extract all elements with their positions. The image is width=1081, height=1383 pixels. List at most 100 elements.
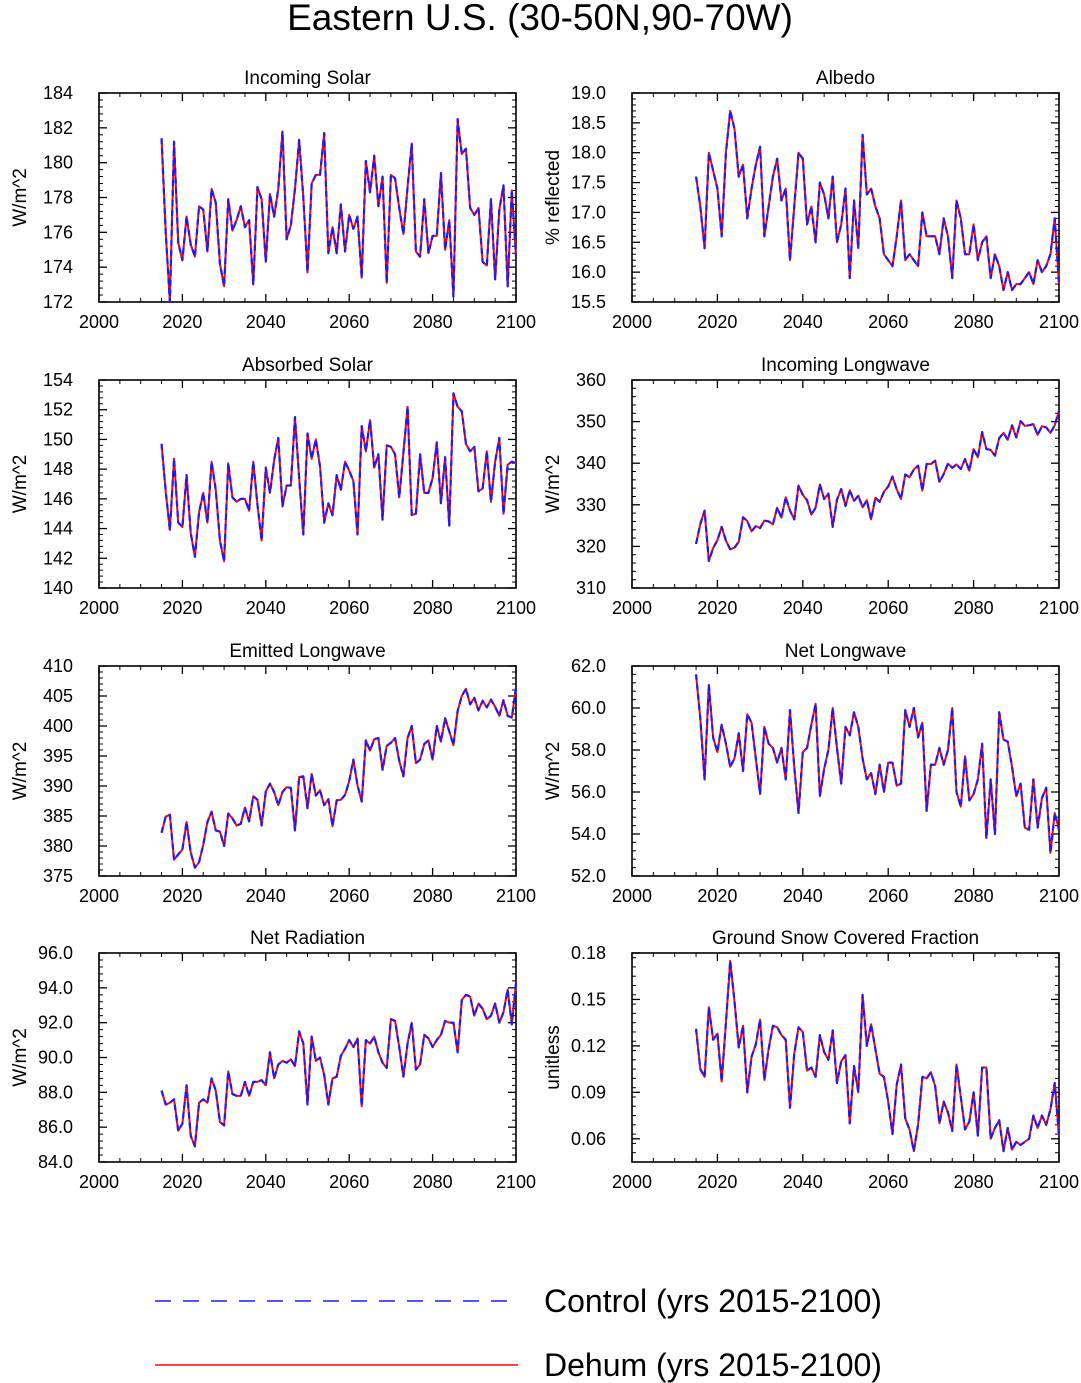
y-tick-label: 390 [43,776,73,796]
y-tick-label: 380 [43,836,73,856]
control-series-line [160,687,518,869]
y-tick-label: 17.0 [571,202,606,222]
y-tick-label: 385 [43,806,73,826]
y-axis-label: W/m^2 [543,455,564,514]
y-tick-label: 395 [43,746,73,766]
y-tick-label: 15.5 [571,292,606,312]
x-tick-label: 2040 [783,886,823,906]
plot-frame [631,665,1060,877]
y-tick-label: 350 [576,412,606,432]
y-axis-label: W/m^2 [10,455,31,514]
x-tick-label: 2000 [612,1172,652,1192]
x-tick-label: 2020 [697,1172,737,1192]
y-tick-label: 54.0 [571,824,606,844]
plot-frame [98,665,517,877]
y-tick-label: 0.15 [571,989,606,1009]
x-tick-label: 2040 [246,886,286,906]
y-tick-label: 178 [43,188,73,208]
dehum-series-line [160,118,517,303]
x-tick-label: 2080 [413,312,453,332]
y-axis-label: W/m^2 [10,742,31,801]
y-tick-label: 340 [576,453,606,473]
chart-panel-6: Net Longwave W/m^2 2000 2020 2040 2060 2080 210… [543,641,1079,906]
chart-title: Net Longwave [785,641,906,662]
x-tick-label: 2080 [954,312,994,332]
y-tick-label: 86.0 [38,1117,73,1137]
y-tick-label: 152 [43,400,73,420]
figure-title: Eastern U.S. (30-50N,90-70W) [287,0,793,38]
y-tick-label: 52.0 [571,866,606,886]
y-tick-label: 360 [576,370,606,390]
y-axis-label: % reflected [543,150,564,245]
x-tick-label: 2100 [1039,886,1079,906]
x-tick-label: 2040 [246,1172,286,1192]
chart-title: Incoming Longwave [761,355,930,376]
y-tick-label: 310 [576,578,606,598]
x-tick-label: 2000 [612,312,652,332]
y-tick-label: 90.0 [38,1048,73,1068]
y-tick-label: 0.06 [571,1129,606,1149]
control-series-line [694,959,1061,1153]
x-tick-label: 2000 [79,598,119,618]
chart-panel-5: Emitted Longwave W/m^2 2000 2020 2040 2060 208… [10,641,536,906]
y-tick-label: 150 [43,429,73,449]
x-tick-label: 2020 [162,598,202,618]
control-series-line [160,118,518,304]
x-tick-label: 2020 [162,1172,202,1192]
y-tick-label: 96.0 [38,943,73,963]
x-tick-label: 2000 [79,886,119,906]
x-tick-label: 2060 [329,598,369,618]
control-series-line [160,982,518,1148]
chart-title: Absorbed Solar [242,355,374,376]
panels: Incoming Solar W/m^2 2000 2020 2040 2060 2080 2… [10,68,1079,1192]
y-tick-label: 148 [43,459,73,479]
y-tick-label: 140 [43,578,73,598]
y-tick-label: 62.0 [571,656,606,676]
y-tick-label: 180 [43,153,73,173]
x-tick-label: 2020 [697,312,737,332]
control-series-line [694,674,1061,855]
x-tick-label: 2100 [1039,598,1079,618]
x-tick-label: 2020 [697,598,737,618]
x-tick-label: 2060 [329,1172,369,1192]
y-tick-label: 184 [43,83,73,103]
x-tick-label: 2020 [162,312,202,332]
legend-dehum-label: Dehum (yrs 2015-2100) [544,1347,882,1383]
x-tick-label: 2060 [868,312,908,332]
y-tick-label: 0.12 [571,1036,606,1056]
x-tick-label: 2000 [612,598,652,618]
x-tick-label: 2060 [868,1172,908,1192]
x-tick-label: 2080 [954,886,994,906]
x-tick-label: 2060 [868,598,908,618]
y-tick-label: 18.5 [571,113,606,133]
x-tick-label: 2080 [954,1172,994,1192]
y-tick-label: 17.5 [571,173,606,193]
chart-title: Ground Snow Covered Fraction [712,928,979,949]
plot-frame [98,952,517,1163]
y-tick-label: 330 [576,495,606,515]
dehum-series-line [695,109,1060,292]
y-axis-label: W/m^2 [543,742,564,801]
y-tick-label: 0.18 [571,943,606,963]
dehum-series-line [695,410,1060,562]
y-tick-label: 94.0 [38,978,73,998]
control-series-line [694,410,1061,563]
y-tick-label: 92.0 [38,1013,73,1033]
x-tick-label: 2100 [1039,312,1079,332]
y-tick-label: 144 [43,519,73,539]
control-series-line [694,109,1061,292]
y-tick-label: 172 [43,292,73,312]
x-tick-label: 2080 [413,886,453,906]
y-tick-label: 16.5 [571,232,606,252]
x-tick-label: 2040 [246,598,286,618]
x-tick-label: 2080 [954,598,994,618]
y-axis-label: W/m^2 [10,168,31,227]
x-tick-label: 2020 [697,886,737,906]
x-tick-label: 2000 [79,1172,119,1192]
x-tick-label: 2100 [1039,1172,1079,1192]
x-tick-label: 2040 [783,598,823,618]
y-tick-label: 84.0 [38,1152,73,1172]
chart-title: Net Radiation [250,928,365,949]
plot-frame [631,379,1060,589]
y-tick-label: 400 [43,716,73,736]
